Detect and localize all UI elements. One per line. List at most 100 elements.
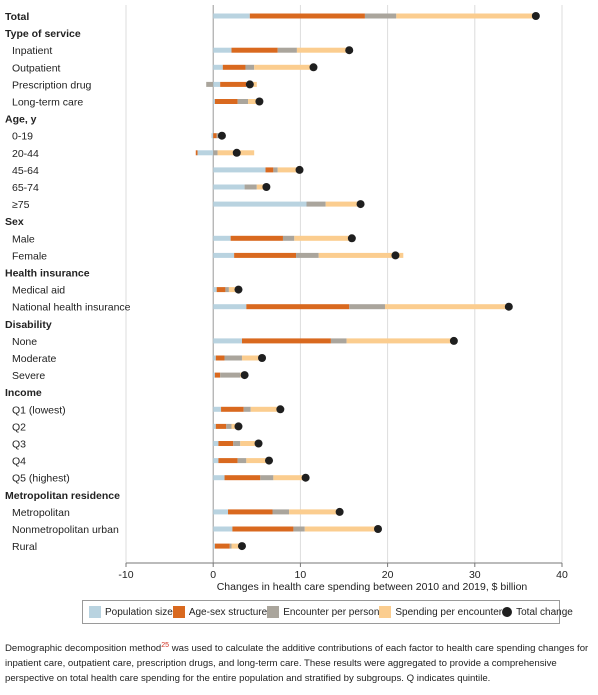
total-dot-q5-highest bbox=[301, 473, 310, 482]
legend-label-spe: Spending per encounter bbox=[395, 606, 503, 618]
bar-segment-metropolitan-pop bbox=[213, 509, 229, 515]
bars-layer bbox=[195, 13, 536, 549]
bar-segment-q5-highest-age bbox=[224, 475, 261, 481]
bar-segment-q5-highest-spe bbox=[273, 475, 305, 481]
bar-segment-inpatient-age bbox=[231, 47, 278, 53]
row-label-disability: Disability bbox=[5, 319, 52, 331]
bar-segment-prescription-drug-pop bbox=[213, 81, 221, 87]
row-label-total: Total bbox=[5, 11, 29, 23]
bar-segment-medical-aid-pop bbox=[213, 287, 217, 293]
row-label-q5-highest: Q5 (highest) bbox=[12, 473, 70, 485]
bar-segment-long-term-care-age bbox=[214, 99, 238, 104]
row-label-rural: Rural bbox=[12, 541, 37, 553]
bar-segment-female-enc bbox=[296, 252, 319, 258]
total-dot-prescription-drug bbox=[245, 80, 254, 89]
bar-segment-outpatient-enc bbox=[245, 64, 255, 70]
total-dot-total bbox=[531, 12, 540, 20]
legend-item-spe: Spending per encounter bbox=[379, 606, 502, 618]
total-dot-q4 bbox=[265, 456, 274, 465]
row-label-metropolitan: Metropolitan bbox=[12, 507, 70, 519]
bar-segment-moderate-enc bbox=[224, 355, 242, 361]
bar-segment-q3-pop bbox=[213, 441, 219, 446]
bar-segment-male-spe bbox=[294, 235, 351, 241]
row-label-nonmetropolitan-urban: Nonmetropolitan urban bbox=[12, 524, 119, 536]
legend: Population size Age-sex structure Encounte… bbox=[82, 600, 573, 624]
bar-segment-q1-lowest-spe bbox=[250, 406, 280, 412]
row-label-outpatient: Outpatient bbox=[12, 62, 61, 74]
bar-segment-q2-age bbox=[215, 423, 227, 429]
row-label-75: ≥75 bbox=[12, 199, 30, 211]
bar-segment-national-health-insurance-pop bbox=[213, 304, 247, 310]
stacked-bar-chart: Total Type of service Inpatient Outpatient P… bbox=[5, 5, 568, 593]
total-dot-outpatient bbox=[309, 63, 318, 72]
total-dot-rural bbox=[237, 542, 246, 551]
legend-swatch-total bbox=[502, 607, 513, 617]
bar-segment-none-spe bbox=[346, 338, 453, 344]
row-label-q2: Q2 bbox=[12, 421, 26, 433]
total-dot-45-64 bbox=[295, 165, 304, 174]
bar-segment-q2-pop bbox=[213, 423, 216, 429]
legend-label-total: Total change bbox=[516, 606, 573, 618]
total-dot-national-health-insurance bbox=[504, 302, 513, 311]
bar-segment-q3-age bbox=[218, 441, 234, 446]
total-dot-q3 bbox=[254, 439, 263, 448]
total-dot-male bbox=[347, 234, 356, 243]
bar-segment-q4-spe bbox=[246, 458, 269, 464]
legend-label-age: Age-sex structure bbox=[188, 606, 268, 618]
bar-segment-45-64-pop bbox=[213, 167, 266, 173]
bar-segment-metropolitan-spe bbox=[289, 509, 339, 515]
bar-segment-total-enc bbox=[364, 13, 397, 19]
bar-segment-outpatient-pop bbox=[213, 64, 223, 70]
total-dot-moderate bbox=[258, 354, 267, 362]
bar-segment-q4-age bbox=[218, 458, 238, 464]
x-axis-title: Changes in health care spending between … bbox=[217, 581, 528, 593]
bar-segment-long-term-care-pop bbox=[213, 99, 215, 104]
x-axis-ticks: -10 0 10 20 30 40 bbox=[118, 562, 568, 581]
bar-segment-none-age bbox=[241, 338, 331, 344]
bar-segment-prescription-drug-age bbox=[220, 81, 247, 87]
bar-segment-inpatient-pop bbox=[213, 47, 232, 53]
bar-segment-65-74-spe bbox=[256, 184, 267, 190]
bar-segment-rural-age bbox=[214, 543, 230, 549]
total-dot-nonmetropolitan-urban bbox=[374, 525, 383, 533]
bar-segment-total-age bbox=[249, 13, 365, 19]
bar-segment-45-64-age bbox=[265, 167, 274, 173]
row-label-prescription-drug: Prescription drug bbox=[12, 79, 92, 91]
legend-item-pop: Population size bbox=[89, 606, 173, 618]
total-markers-layer bbox=[217, 12, 540, 551]
bar-segment-total-spe bbox=[396, 13, 536, 19]
bar-segment-national-health-insurance-enc bbox=[349, 304, 385, 310]
row-label-sex: Sex bbox=[5, 216, 24, 228]
bar-segment-0-19-age bbox=[213, 133, 217, 139]
bar-segment-medical-aid-enc bbox=[225, 287, 229, 293]
total-dot-0-19 bbox=[217, 131, 226, 140]
bar-segment-q3-spe bbox=[240, 441, 259, 446]
row-label-severe: Severe bbox=[12, 370, 45, 382]
row-label-income: Income bbox=[5, 387, 42, 399]
bar-segment-male-pop bbox=[213, 235, 231, 241]
legend-item-enc: Encounter per person bbox=[267, 606, 379, 618]
bar-segment-nonmetropolitan-urban-pop bbox=[213, 526, 233, 532]
bar-segment-none-pop bbox=[213, 338, 242, 344]
bar-segment-long-term-care-spe bbox=[248, 99, 260, 104]
bar-segment-female-pop bbox=[213, 252, 235, 258]
caption-reference[interactable]: 25 bbox=[161, 642, 170, 649]
bar-segment-medical-aid-spe bbox=[228, 287, 238, 293]
bar-segment-rural-enc bbox=[229, 543, 232, 549]
bar-segment-q1-lowest-pop bbox=[213, 406, 222, 412]
bar-segment-75-spe bbox=[325, 201, 359, 207]
bar-segment-national-health-insurance-spe bbox=[384, 304, 508, 310]
bar-segment-male-age bbox=[230, 235, 283, 241]
total-dot-severe bbox=[240, 371, 249, 380]
row-labels: Total Type of service Inpatient Outpatient P… bbox=[5, 11, 131, 553]
bar-segment-total-pop bbox=[213, 13, 250, 19]
row-label-q1-lowest: Q1 (lowest) bbox=[12, 404, 66, 416]
total-dot-65-74 bbox=[262, 183, 271, 191]
bar-segment-moderate-age bbox=[215, 355, 225, 361]
bar-segment-rural-spe bbox=[231, 543, 243, 549]
row-label-health-insurance: Health insurance bbox=[5, 268, 90, 280]
bar-segment-q3-enc bbox=[233, 441, 241, 446]
tick-label-40: 40 bbox=[556, 569, 568, 581]
bar-segment-moderate-pop bbox=[213, 355, 216, 361]
bar-segment-none-enc bbox=[330, 338, 347, 344]
